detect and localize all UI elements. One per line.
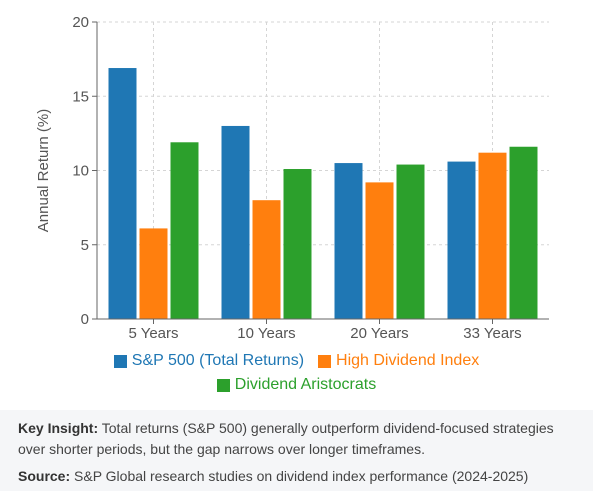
bar-1-4 — [447, 161, 476, 319]
x-tick-label: 33 Years — [463, 325, 521, 342]
x-tick-label: 20 Years — [350, 325, 408, 342]
bar-3-3 — [396, 164, 425, 319]
bar-3-2 — [283, 169, 312, 319]
legend-item-sp500[interactable]: S&P 500 (Total Returns) — [113, 352, 305, 370]
legend-row-2: Dividend Aristocrats — [0, 376, 593, 394]
axis-layer: 0 5 10 15 20 5 Years 10 Years 20 Years 33 Years A… — [35, 14, 549, 342]
legend-row-1: S&P 500 (Total Returns) High Dividend In… — [0, 352, 593, 370]
x-tick-label: 5 Years — [128, 325, 178, 342]
legend-item-high-dividend[interactable]: High Dividend Index — [318, 352, 479, 370]
y-tick-label: 0 — [81, 311, 89, 328]
bar-3-1 — [170, 142, 199, 319]
key-insight-label: Key Insight: — [18, 420, 99, 436]
bar-2-3 — [365, 182, 394, 319]
source-label: Source: — [18, 468, 71, 484]
bar-chart: 0 5 10 15 20 5 Years 10 Years 20 Years 33 Years A… — [35, 14, 549, 342]
y-tick-label: 5 — [81, 237, 89, 254]
legend-label-aristocrats: Dividend Aristocrats — [234, 376, 377, 393]
legend-label-high-dividend: High Dividend Index — [336, 352, 480, 369]
bar-2-4 — [478, 152, 507, 319]
bar-3-4 — [509, 146, 538, 319]
bar-1-1 — [108, 68, 137, 319]
bar-1-2 — [221, 125, 250, 319]
legend-swatch-sp500 — [113, 354, 127, 368]
y-tick-label: 15 — [72, 88, 89, 105]
bar-1-3 — [334, 163, 363, 319]
source-note: Source: S&P Global research studies on d… — [18, 466, 578, 487]
key-insight-text: Total returns (S&P 500) generally outper… — [18, 420, 554, 457]
legend-swatch-aristocrats — [216, 378, 230, 392]
x-tick-label: 10 Years — [237, 325, 295, 342]
bars-layer — [108, 68, 538, 319]
bar-2-1 — [139, 228, 168, 319]
legend-label-sp500: S&P 500 (Total Returns) — [131, 352, 305, 369]
y-tick-label: 20 — [72, 14, 89, 31]
source-text: S&P Global research studies on dividend … — [70, 468, 529, 484]
y-axis-label: Annual Return (%) — [35, 109, 52, 232]
legend-swatch-high-dividend — [318, 354, 332, 368]
chart-area: 0 5 10 15 20 5 Years 10 Years 20 Years 33 Years A… — [0, 14, 593, 394]
y-tick-label: 10 — [72, 163, 89, 180]
legend-item-aristocrats[interactable]: Dividend Aristocrats — [216, 376, 377, 394]
key-insight-note: Key Insight: Total returns (S&P 500) gen… — [18, 418, 578, 460]
bar-2-2 — [252, 200, 281, 319]
